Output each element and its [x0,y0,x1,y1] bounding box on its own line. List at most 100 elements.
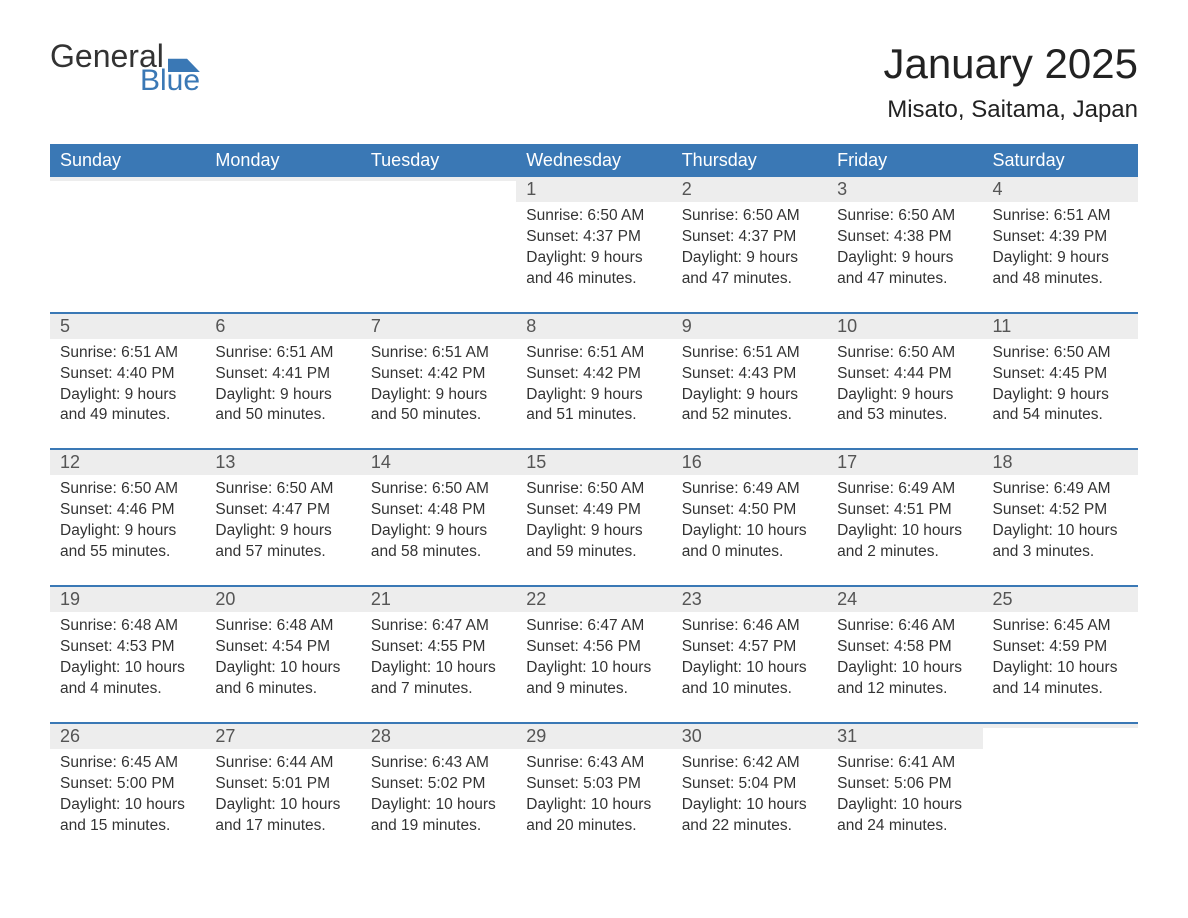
sunrise-text: Sunrise: 6:46 AM [682,616,817,637]
sunrise-text: Sunrise: 6:49 AM [837,479,972,500]
sunrise-text: Sunrise: 6:51 AM [215,343,350,364]
sunrise-text: Sunrise: 6:50 AM [526,206,661,227]
daylight-text: Daylight: 10 hours [60,795,195,816]
week-row: 19Sunrise: 6:48 AMSunset: 4:53 PMDayligh… [50,585,1138,712]
daylight-text: and 53 minutes. [837,405,972,426]
sunset-text: Sunset: 5:01 PM [215,774,350,795]
daylight-text: Daylight: 9 hours [60,521,195,542]
day-body: Sunrise: 6:46 AMSunset: 4:57 PMDaylight:… [672,612,827,700]
day-number: 26 [60,726,80,746]
week-row: 1 Sunrise: 6:50 AMSunset: 4:37 PM Daylight… [50,177,1138,302]
day-number-row: 13 [205,450,360,475]
day-body: Sunrise: 6:50 AMSunset: 4:49 PMDaylight:… [516,475,671,563]
day-number: 4 [993,179,1003,199]
sunset-text: Sunset: 4:46 PM [60,500,195,521]
sunrise-text: Sunrise: 6:43 AM [371,753,506,774]
sunrise-text: Sunrise: 6:51 AM [60,343,195,364]
sunset-text: Sunset: 5:03 PM [526,774,661,795]
sunset-text: Sunset: 4:40 PM [60,364,195,385]
day-cell: 8Sunrise: 6:51 AMSunset: 4:42 PMDaylight… [516,314,671,439]
day-cell: 7Sunrise: 6:51 AMSunset: 4:42 PMDaylight… [361,314,516,439]
day-cell: 22Sunrise: 6:47 AMSunset: 4:56 PMDayligh… [516,587,671,712]
day-body: Sunrise: 6:51 AMSunset: 4:43 PMDaylight:… [672,339,827,427]
daylight-text: and 20 minutes. [526,816,661,837]
sunrise-text: Sunrise: 6:44 AM [215,753,350,774]
day-number-row: 31 [827,724,982,749]
sunrise-text: Sunrise: 6:51 AM [371,343,506,364]
day-cell: 12 Sunrise: 6:50 AMSunset: 4:46 PMDayligh… [50,450,205,575]
sunset-text: Sunset: 4:52 PM [993,500,1128,521]
daylight-text: Daylight: 9 hours [371,385,506,406]
daylight-text: Daylight: 10 hours [682,521,817,542]
sunrise-text: Sunrise: 6:42 AM [682,753,817,774]
sunset-text: Sunset: 4:39 PM [993,227,1128,248]
sunset-text: Sunset: 4:59 PM [993,637,1128,658]
day-number: 25 [993,589,1013,609]
sunrise-text: Sunrise: 6:50 AM [60,479,195,500]
day-number: 12 [60,452,80,472]
day-body: Sunrise: 6:50 AMSunset: 4:47 PMDaylight:… [205,475,360,563]
daylight-text: and 47 minutes. [682,269,817,290]
day-body: Sunrise: 6:49 AMSunset: 4:50 PMDaylight:… [672,475,827,563]
sunset-text: Sunset: 4:57 PM [682,637,817,658]
daylight-text: Daylight: 10 hours [526,658,661,679]
day-number: 1 [526,179,536,199]
day-cell: 29Sunrise: 6:43 AMSunset: 5:03 PMDayligh… [516,724,671,849]
daylight-text: Daylight: 10 hours [215,658,350,679]
daylight-text: Daylight: 9 hours [993,248,1128,269]
day-number: 20 [215,589,235,609]
daylight-text: and 48 minutes. [993,269,1128,290]
week-row: 5Sunrise: 6:51 AMSunset: 4:40 PMDaylight… [50,312,1138,439]
daylight-text: Daylight: 9 hours [837,248,972,269]
day-body: Sunrise: 6:47 AMSunset: 4:55 PMDaylight:… [361,612,516,700]
day-body: Sunrise: 6:50 AMSunset: 4:45 PMDaylight:… [983,339,1138,427]
daylight-text: and 24 minutes. [837,816,972,837]
day-number-row [205,177,360,181]
weekday-label: Saturday [983,144,1138,177]
sunrise-text: Sunrise: 6:47 AM [371,616,506,637]
day-number-row: 8 [516,314,671,339]
day-number-row [983,724,1138,728]
sunrise-text: Sunrise: 6:45 AM [60,753,195,774]
daylight-text: and 59 minutes. [526,542,661,563]
daylight-text: Daylight: 9 hours [837,385,972,406]
sunset-text: Sunset: 4:42 PM [526,364,661,385]
day-number-row: 19 [50,587,205,612]
daylight-text: Daylight: 10 hours [993,521,1128,542]
day-number: 17 [837,452,857,472]
sunrise-text: Sunrise: 6:41 AM [837,753,972,774]
day-cell: 26Sunrise: 6:45 AMSunset: 5:00 PMDayligh… [50,724,205,849]
daylight-text: Daylight: 9 hours [215,521,350,542]
day-cell: 1Sunrise: 6:50 AMSunset: 4:37 PMDaylight… [516,177,671,302]
sunrise-text: Sunrise: 6:50 AM [837,343,972,364]
flag-icon [168,50,200,72]
day-cell: 3Sunrise: 6:50 AMSunset: 4:38 PMDaylight… [827,177,982,302]
sunrise-text: Sunrise: 6:51 AM [526,343,661,364]
sunset-text: Sunset: 4:55 PM [371,637,506,658]
day-number-row: 30 [672,724,827,749]
day-number: 22 [526,589,546,609]
daylight-text: and 47 minutes. [837,269,972,290]
day-number: 11 [993,316,1012,336]
daylight-text: Daylight: 9 hours [526,521,661,542]
day-number: 24 [837,589,857,609]
sunset-text: Sunset: 5:02 PM [371,774,506,795]
daylight-text: Daylight: 10 hours [215,795,350,816]
sunrise-text: Sunrise: 6:46 AM [837,616,972,637]
day-number: 8 [526,316,536,336]
day-cell: 23Sunrise: 6:46 AMSunset: 4:57 PMDayligh… [672,587,827,712]
day-number: 13 [215,452,235,472]
day-number: 5 [60,316,70,336]
daylight-text: Daylight: 10 hours [526,795,661,816]
page-title: January 2025 [883,40,1138,88]
sunset-text: Sunset: 4:48 PM [371,500,506,521]
daylight-text: and 10 minutes. [682,679,817,700]
day-number-row: 15 [516,450,671,475]
day-number-row: 26 [50,724,205,749]
day-cell [50,177,205,302]
sunrise-text: Sunrise: 6:43 AM [526,753,661,774]
daylight-text: Daylight: 10 hours [682,658,817,679]
day-number: 14 [371,452,391,472]
day-number-row: 9 [672,314,827,339]
sunset-text: Sunset: 4:37 PM [526,227,661,248]
